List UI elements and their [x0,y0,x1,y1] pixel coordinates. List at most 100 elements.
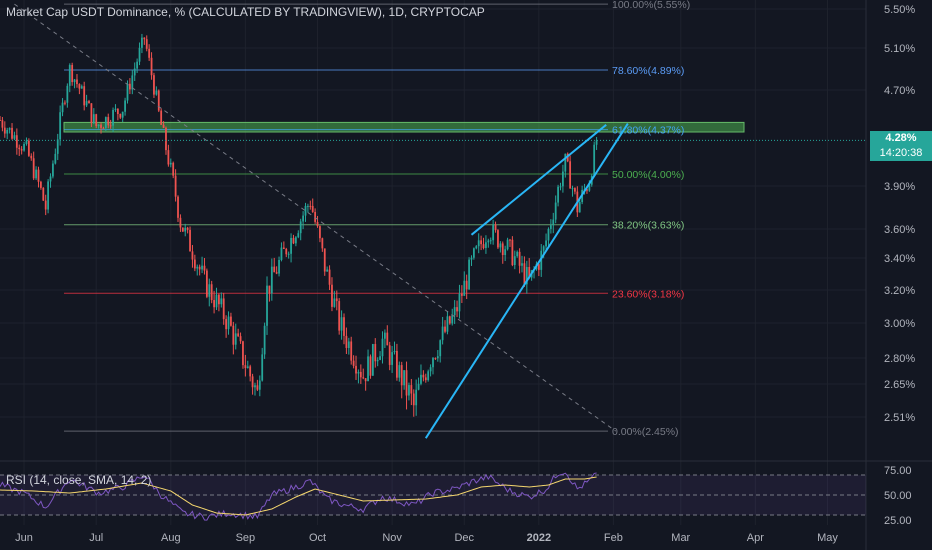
candle-body [347,341,350,348]
candle-body [292,237,295,244]
candle-body [181,227,184,232]
candle-body [470,257,473,260]
candle-body [359,371,362,378]
candle-body [8,127,11,130]
candle-body [393,350,396,353]
candle-body [309,205,312,207]
candle-body [215,294,218,308]
candle-body [88,101,90,104]
candle-body [20,149,23,151]
candle-body [350,341,353,361]
candle-body [193,259,196,269]
candle-body [477,240,480,247]
price-tick-label: 2.80% [884,353,915,365]
candle-body [297,233,300,238]
candle-body [11,127,13,139]
candle-body [64,102,66,104]
price-axis[interactable]: 5.50% 5.10% 4.70% 3.90% 3.60% 3.40% 3.20% 3.00%… [884,4,915,527]
candle-body [287,253,290,255]
candle-body [112,109,114,126]
candle-body [3,127,6,134]
candle-body [304,205,307,216]
price-tick-label: 3.20% [884,285,915,297]
candle-body [218,294,220,305]
candle-body [126,83,129,101]
candle-body [162,124,165,128]
candle-body [369,356,372,376]
time-tick-label: Sep [236,532,256,544]
candle-body [153,75,155,95]
candle-body [552,219,555,226]
candle-body [374,344,377,362]
candle-body [355,365,357,374]
candle-body [343,317,345,336]
candle-body [383,332,386,339]
candle-body [480,240,483,245]
candle-body [13,135,16,139]
candle-body [335,298,338,302]
candle-body [586,189,588,191]
candle-body [227,316,230,330]
candle-body [420,374,422,384]
candle-body [59,112,62,140]
candle-body [222,298,225,320]
trendlines[interactable] [14,3,629,439]
candle-body [542,246,545,251]
candle-body [549,225,552,229]
rsi-series [0,472,597,521]
candle-body [545,240,547,247]
fib-label-0: 100.00%(5.55%) [612,0,690,11]
time-tick-label: Apr [747,532,764,544]
fib-retracement[interactable]: 100.00%(5.55%) 78.60%(4.89%) 61.80%(4.37%)… [64,0,690,438]
candle-body [49,176,52,182]
candle-body [523,263,526,285]
candle-body [52,163,54,177]
candle-body [71,65,74,83]
candle-body [357,371,360,374]
rsi-line-sma [0,476,597,516]
candle-body [42,187,45,201]
candle-body [102,127,105,129]
candle-body [472,248,475,258]
price-tick-label: 3.40% [884,253,915,265]
candle-body [220,298,223,305]
candle-body [323,248,326,272]
candle-body [177,196,179,218]
candle-body [525,266,528,285]
candle-body [261,354,264,381]
candle-body [319,226,321,239]
candle-body [258,380,261,390]
candle-body [403,370,406,386]
candle-body [270,266,273,294]
candle-body [460,293,463,296]
candle-body [554,202,557,220]
rsi-tick-label: 25.00 [884,515,912,527]
candle-body [280,247,283,260]
candle-body [225,319,228,330]
candle-body [316,221,319,227]
candle-body [109,125,112,127]
candle-body [432,358,434,368]
candle-body [400,365,403,386]
fib-label-2: 61.80%(4.37%) [612,125,684,137]
candle-body [448,316,451,324]
fib-label-3: 50.00%(4.00%) [612,169,684,181]
candle-body [15,135,18,148]
candle-body [148,48,151,58]
rsi-tick-label: 75.00 [884,465,912,477]
candle-body [290,237,292,254]
candle-body [80,86,83,89]
time-tick-label: Nov [382,532,402,544]
candle-body [391,352,394,365]
resistance-zone-rect [63,121,745,133]
candle-body [441,326,444,341]
time-axis[interactable]: Jun Jul Aug Sep Oct Nov Dec 2022 Feb Mar Apr May [15,532,838,544]
candle-body [412,393,415,406]
candle-body [593,144,596,176]
price-tick-label: 3.60% [884,224,915,236]
candle-body [311,205,314,212]
price-tick-label: 3.00% [884,318,915,330]
candle-body [302,215,304,222]
rsi-line-rsi [0,472,597,521]
